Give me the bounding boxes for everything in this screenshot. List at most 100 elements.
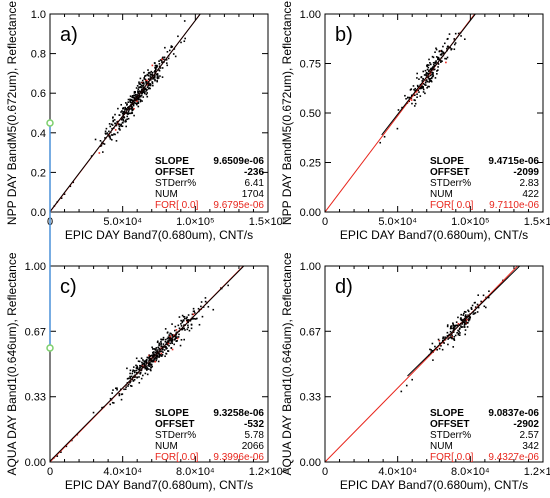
data-point — [158, 69, 160, 71]
x-tick-label: 8.0×10⁴ — [451, 466, 490, 478]
data-point — [418, 87, 421, 90]
data-point — [60, 197, 63, 199]
data-point — [459, 318, 462, 320]
data-point — [192, 310, 195, 313]
stats-block: SLOPE 9.6509e-06 OFFSET -236 STDerr% 6.41 NUM 1… — [155, 156, 264, 211]
data-point — [164, 340, 167, 343]
data-point — [147, 364, 150, 367]
data-point — [137, 105, 140, 108]
data-point — [132, 380, 135, 382]
data-point — [464, 315, 467, 318]
data-point — [400, 390, 403, 393]
data-point — [117, 107, 119, 110]
data-point — [142, 96, 145, 98]
data-point — [142, 81, 145, 84]
data-point — [168, 49, 171, 52]
data-point — [190, 327, 193, 330]
x-tick-label: 1.5×10⁵ — [249, 216, 288, 228]
data-point — [161, 346, 164, 348]
data-point — [94, 138, 97, 141]
data-point — [404, 94, 406, 97]
data-point — [123, 112, 125, 115]
y-tick-label: 0.00 — [300, 207, 321, 219]
stat-value: 422 — [522, 189, 539, 200]
data-point — [180, 41, 182, 44]
data-point — [432, 75, 435, 77]
regression-fit-line — [381, 14, 477, 136]
y-tick-label: 1.00 — [300, 261, 321, 273]
data-point — [139, 98, 141, 101]
data-point — [141, 79, 144, 82]
data-point — [157, 346, 160, 349]
data-point — [465, 315, 468, 318]
data-point — [127, 385, 129, 387]
y-tick-label: 0.25 — [300, 158, 321, 170]
data-point — [457, 32, 460, 35]
data-point — [449, 334, 451, 337]
data-point — [148, 354, 150, 357]
data-point — [181, 314, 184, 317]
data-point — [190, 323, 193, 326]
data-point — [152, 357, 155, 359]
data-point — [131, 372, 134, 375]
data-point — [120, 393, 123, 396]
data-point — [178, 333, 180, 336]
data-point — [135, 95, 137, 98]
data-point — [163, 58, 165, 61]
data-point — [174, 329, 176, 332]
stat-value: 9.6795e-06 — [213, 200, 264, 211]
data-point — [142, 84, 145, 87]
data-point — [117, 123, 120, 126]
data-point — [128, 109, 130, 111]
data-point — [147, 69, 149, 71]
data-point — [434, 77, 437, 79]
data-point — [158, 63, 161, 65]
x-tick-label: 5.0×10⁴ — [378, 216, 417, 228]
data-point — [147, 364, 150, 366]
data-point — [126, 104, 128, 106]
data-point — [133, 378, 136, 381]
data-point — [156, 356, 159, 358]
data-point — [156, 76, 159, 78]
x-axis-label: EPIC DAY Band7(0.680um), CNT/s — [65, 478, 253, 492]
data-point — [413, 88, 415, 91]
data-point — [474, 312, 477, 314]
data-point — [148, 365, 151, 367]
data-point — [143, 92, 146, 95]
data-point — [452, 324, 455, 327]
data-point — [141, 361, 143, 364]
data-point — [133, 107, 135, 110]
data-point — [453, 48, 456, 51]
data-point — [129, 95, 132, 98]
data-point — [131, 378, 134, 381]
y-tick-label: 0.75 — [300, 59, 321, 71]
data-point — [411, 378, 413, 381]
data-point — [133, 96, 135, 99]
stat-label: OFFSET — [430, 419, 469, 430]
data-point — [133, 101, 136, 104]
data-point — [410, 99, 413, 101]
data-point — [174, 335, 177, 337]
data-point — [407, 97, 409, 99]
data-point — [416, 93, 418, 96]
data-point — [152, 360, 155, 363]
data-point — [146, 95, 149, 98]
data-point — [109, 397, 112, 400]
data-point — [146, 83, 149, 86]
x-tick-label: 4.0×10⁴ — [103, 466, 142, 478]
data-point — [108, 130, 110, 133]
x-tick-label: 4.0×10⁴ — [378, 466, 417, 478]
stat-value: 9.0837e-06 — [488, 408, 539, 419]
data-point — [158, 352, 160, 355]
data-point — [176, 331, 178, 333]
data-point — [207, 305, 210, 308]
data-point — [130, 108, 132, 110]
stat-label: OFFSET — [430, 167, 469, 178]
data-point — [476, 303, 479, 306]
data-point — [148, 82, 150, 84]
data-point — [446, 324, 449, 326]
data-point — [141, 100, 143, 102]
data-point — [166, 337, 169, 340]
stat-label: FOR[ 0.0] — [155, 200, 199, 211]
data-point — [142, 87, 144, 89]
